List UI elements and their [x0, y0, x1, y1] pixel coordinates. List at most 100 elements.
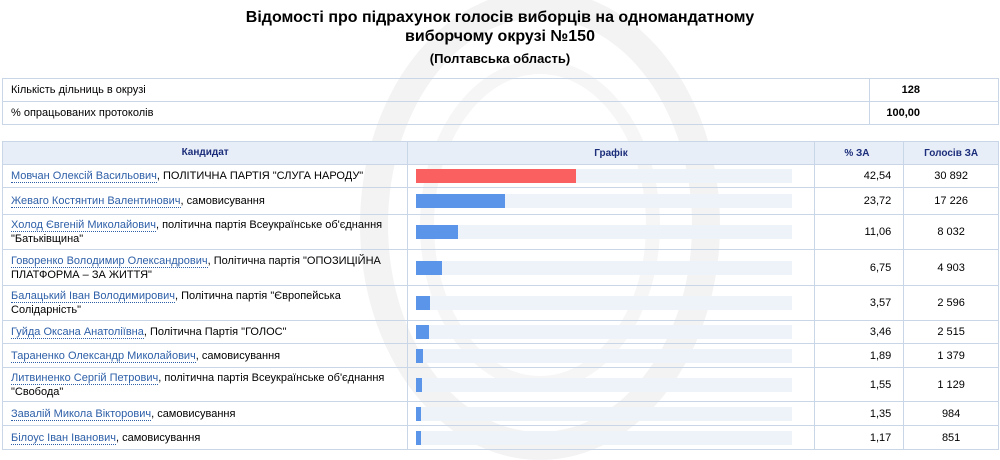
votes-cell: 17 226 [903, 187, 999, 215]
graph-cell [407, 401, 815, 426]
bar-track [416, 225, 793, 239]
table-row: Холод Євгеній Миколайович, політична пар… [1, 214, 999, 250]
vote-share-bar [416, 430, 421, 445]
region-subtitle: (Полтавська область) [429, 51, 571, 66]
table-row: Гуйда Оксана Анатоліївна, Політична Парт… [1, 320, 999, 344]
graph-cell [407, 320, 815, 344]
votes-cell: 1 129 [903, 367, 999, 402]
info-row: % опрацьованих протоколів 100,00 [2, 101, 999, 125]
vote-share-bar [416, 260, 442, 275]
candidate-cell: Мовчан Олексій Васильович, ПОЛІТИЧНА ПАР… [1, 164, 409, 188]
results-header-row: Кандидат Графік % ЗА Голосів ЗА [1, 141, 999, 165]
bar-track [416, 260, 793, 275]
votes-cell: 8 032 [903, 214, 999, 250]
candidate-party: , самовисування [115, 431, 201, 444]
candidate-name-link[interactable]: Мовчан Олексій Васильович [11, 170, 157, 183]
candidate-cell: Гуйда Оксана Анатоліївна, Політична Парт… [1, 320, 409, 344]
candidate-party: , Політична партія "Європейська Солідарн… [11, 290, 341, 316]
candidate-cell: Тараненко Олександр Миколайович, самовис… [1, 343, 409, 368]
vote-share-bar [416, 296, 430, 310]
candidate-name-link[interactable]: Тараненко Олександр Миколайович [11, 349, 196, 363]
candidate-party: , самовисування [180, 195, 265, 207]
header-graph: Графік [407, 141, 815, 165]
candidate-name-link[interactable]: Білоус Іван Іванович [11, 431, 116, 445]
table-row: Завалій Микола Вікторович, самовисування… [1, 401, 999, 426]
bar-track [416, 377, 793, 392]
candidate-name-link[interactable]: Говоренко Володимир Олександрович [11, 254, 208, 268]
votes-cell: 984 [903, 401, 999, 426]
bar-track [416, 325, 793, 339]
pct-cell: 3,46 [813, 320, 905, 344]
page-title-line2: виборчому окрузі №150 [405, 28, 595, 45]
graph-cell [407, 249, 815, 286]
bar-track [416, 430, 793, 445]
candidate-party: , політична партія Всеукраїнське об'єдна… [11, 219, 383, 245]
pct-cell: 42,54 [813, 164, 905, 188]
candidate-party: , ПОЛІТИЧНА ПАРТІЯ "СЛУГА НАРОДУ" [156, 170, 364, 182]
bar-track [416, 169, 793, 183]
results-table: Кандидат Графік % ЗА Голосів ЗА Мовчан О… [1, 141, 999, 450]
table-row: Білоус Іван Іванович, самовисування 1,17 8… [1, 425, 999, 450]
bar-track [416, 296, 793, 310]
candidate-name-link[interactable]: Балацький Іван Володимирович [11, 290, 175, 303]
votes-cell: 30 892 [903, 164, 999, 188]
vote-share-bar [416, 169, 577, 183]
candidate-party: , Політична Партія "ГОЛОС" [143, 326, 287, 338]
bar-track [416, 348, 793, 363]
header-candidate: Кандидат [1, 141, 409, 165]
candidate-party: , Політична партія "ОПОЗИЦІЙНА ПЛАТФОРМА… [11, 254, 381, 281]
graph-cell [407, 164, 815, 188]
candidate-name-link[interactable]: Жеваго Костянтин Валентинович [11, 195, 181, 208]
graph-cell [407, 343, 815, 368]
graph-cell [407, 187, 815, 215]
pct-cell: 23,72 [813, 187, 905, 215]
pct-cell: 6,75 [813, 249, 905, 286]
graph-cell [407, 367, 815, 402]
graph-cell [407, 214, 815, 250]
info-value: 100,00 [869, 101, 999, 125]
pct-cell: 11,06 [813, 214, 905, 250]
votes-cell: 4 903 [903, 249, 999, 286]
table-row: Литвиненко Сергій Петрович, політична па… [1, 367, 999, 402]
votes-cell: 2 596 [903, 285, 999, 321]
info-label: % опрацьованих протоколів [2, 101, 870, 125]
info-value: 128 [869, 78, 999, 102]
candidate-party: , самовисування [195, 349, 281, 362]
candidate-name-link[interactable]: Литвиненко Сергій Петрович [11, 371, 159, 385]
pct-cell: 1,35 [813, 401, 905, 426]
votes-cell: 851 [903, 425, 999, 450]
table-row: Жеваго Костянтин Валентинович, самовисув… [1, 187, 999, 215]
pct-cell: 1,89 [813, 343, 905, 368]
bar-track [416, 406, 793, 421]
graph-cell [407, 285, 815, 321]
table-row: Тараненко Олександр Миколайович, самовис… [1, 343, 999, 368]
candidate-name-link[interactable]: Завалій Микола Вікторович [11, 407, 152, 421]
pct-cell: 1,55 [813, 367, 905, 402]
graph-cell [407, 425, 815, 450]
table-row: Мовчан Олексій Васильович, ПОЛІТИЧНА ПАР… [1, 164, 999, 188]
pct-cell: 1,17 [813, 425, 905, 450]
header-votes: Голосів ЗА [903, 141, 999, 165]
info-label: Кількість дільниць в окрузі [2, 78, 870, 102]
vote-share-bar [416, 225, 458, 239]
candidate-cell: Говоренко Володимир Олександрович, Політ… [1, 249, 409, 286]
candidate-cell: Завалій Микола Вікторович, самовисування [1, 401, 409, 426]
results-body: Мовчан Олексій Васильович, ПОЛІТИЧНА ПАР… [1, 164, 999, 450]
candidate-party: , самовисування [151, 407, 236, 420]
district-info-table: Кількість дільниць в окрузі 128 % опраць… [2, 78, 999, 125]
pct-cell: 3,57 [813, 285, 905, 321]
table-row: Говоренко Володимир Олександрович, Політ… [1, 249, 999, 286]
vote-share-bar [416, 348, 424, 363]
info-row: Кількість дільниць в окрузі 128 [2, 78, 999, 102]
vote-share-bar [416, 377, 423, 392]
candidate-cell: Балацький Іван Володимирович, Політична … [1, 285, 409, 321]
candidate-cell: Холод Євгеній Миколайович, політична пар… [1, 214, 409, 250]
page-title-line1: Відомості про підрахунок голосів виборці… [245, 9, 755, 26]
candidate-name-link[interactable]: Холод Євгеній Миколайович [11, 219, 156, 232]
vote-share-bar [416, 194, 506, 208]
candidate-cell: Литвиненко Сергій Петрович, політична па… [1, 367, 409, 402]
candidate-cell: Білоус Іван Іванович, самовисування [1, 425, 409, 450]
bar-track [416, 194, 793, 208]
candidate-name-link[interactable]: Гуйда Оксана Анатоліївна [11, 326, 144, 339]
table-row: Балацький Іван Володимирович, Політична … [1, 285, 999, 321]
